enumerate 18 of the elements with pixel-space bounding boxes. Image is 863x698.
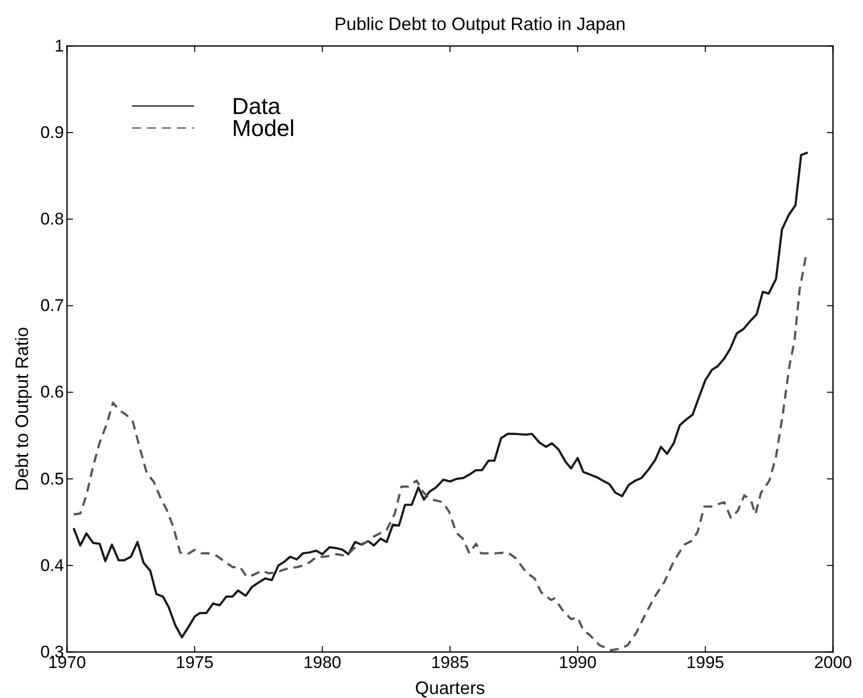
y-tick-label: 0.5	[40, 469, 64, 488]
line-series	[72, 151, 809, 638]
chart-title: Public Debt to Output Ratio in Japan	[334, 14, 626, 34]
x-tick-label: 1985	[431, 653, 469, 672]
x-tick-label: 2000	[814, 653, 852, 672]
x-tick-label: 1980	[303, 653, 342, 672]
line-series	[72, 256, 807, 652]
y-tick-label: 0.7	[40, 296, 64, 316]
y-tick-label: 0.6	[40, 382, 64, 402]
x-tick-label: 1975	[176, 653, 214, 672]
x-tick-label: 1995	[686, 653, 724, 672]
y-tick-label: 1	[54, 36, 64, 56]
y-tick-label: 0.9	[40, 123, 64, 142]
y-tick-label: 0.4	[40, 556, 64, 575]
x-tick-label: 1990	[558, 653, 597, 672]
x-axis-title: Quarters	[414, 678, 486, 698]
y-tick-label: 0.8	[40, 210, 64, 229]
y-axis-title: Debt to Output Ratio	[12, 326, 32, 492]
